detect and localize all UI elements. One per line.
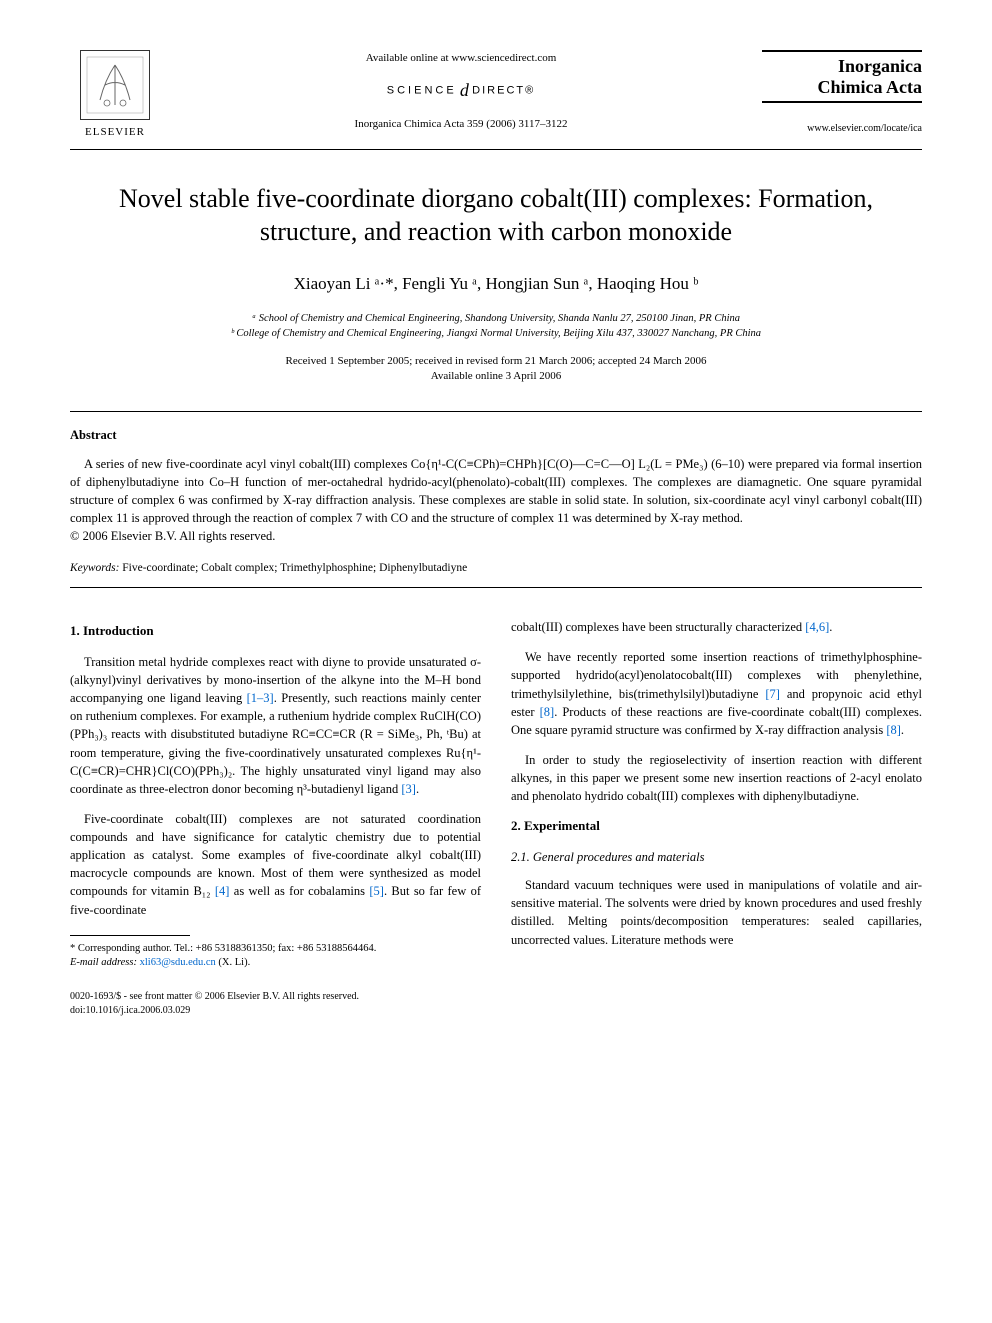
article-title: Novel stable five-coordinate diorgano co… xyxy=(70,182,922,250)
abstract-text: A series of new five-coordinate acyl vin… xyxy=(70,455,922,528)
intro-paragraph-1: Transition metal hydride complexes react… xyxy=(70,653,481,798)
received-date: Received 1 September 2005; received in r… xyxy=(70,354,922,369)
affiliation-b: ᵇ College of Chemistry and Chemical Engi… xyxy=(70,326,922,342)
center-header: Available online at www.sciencedirect.co… xyxy=(160,50,762,132)
journal-reference: Inorganica Chimica Acta 359 (2006) 3117–… xyxy=(180,116,742,133)
authors-list: Xiaoyan Li ᵃ·*, Fengli Yu ᵃ, Hongjian Su… xyxy=(70,271,922,297)
introduction-heading: 1. Introduction xyxy=(70,622,481,641)
keywords-label: Keywords: xyxy=(70,562,119,574)
email-address[interactable]: xli63@sdu.edu.cn xyxy=(140,957,216,968)
corresponding-author-footnote: * Corresponding author. Tel.: +86 531883… xyxy=(70,942,481,970)
left-column: 1. Introduction Transition metal hydride… xyxy=(70,618,481,1017)
footer-line1: 0020-1693/$ - see front matter © 2006 El… xyxy=(70,990,481,1004)
email-label: E-mail address: xyxy=(70,957,137,968)
at-symbol-icon: d xyxy=(460,80,469,100)
header-divider xyxy=(70,149,922,150)
body-columns: 1. Introduction Transition metal hydride… xyxy=(70,618,922,1017)
copyright-text: © 2006 Elsevier B.V. All rights reserved… xyxy=(70,527,922,546)
affiliation-a: ᵃ School of Chemistry and Chemical Engin… xyxy=(70,311,922,327)
article-dates: Received 1 September 2005; received in r… xyxy=(70,354,922,385)
experimental-paragraph-1: Standard vacuum techniques were used in … xyxy=(511,876,922,949)
science-label: SCIENCE xyxy=(387,84,457,96)
intro-paragraph-4: We have recently reported some insertion… xyxy=(511,648,922,739)
keywords-text: Five-coordinate; Cobalt complex; Trimeth… xyxy=(119,562,467,574)
abstract-top-divider xyxy=(70,411,922,412)
science-direct-logo: SCIENCE d DIRECT® xyxy=(180,77,742,104)
intro-paragraph-3: cobalt(III) complexes have been structur… xyxy=(511,618,922,636)
corresponding-text: * Corresponding author. Tel.: +86 531883… xyxy=(70,942,481,956)
elsevier-label: ELSEVIER xyxy=(85,124,145,141)
experimental-heading: 2. Experimental xyxy=(511,817,922,836)
experimental-subheading: 2.1. General procedures and materials xyxy=(511,848,922,866)
direct-label: DIRECT® xyxy=(472,84,535,96)
right-header: Inorganica Chimica Acta www.elsevier.com… xyxy=(762,50,922,136)
page-footer: 0020-1693/$ - see front matter © 2006 El… xyxy=(70,990,481,1017)
right-column: cobalt(III) complexes have been structur… xyxy=(511,618,922,1017)
journal-logo-line1: Inorganica xyxy=(762,56,922,77)
online-date: Available online 3 April 2006 xyxy=(70,369,922,384)
intro-paragraph-2: Five-coordinate cobalt(III) complexes ar… xyxy=(70,810,481,919)
footnote-divider xyxy=(70,935,190,936)
journal-url: www.elsevier.com/locate/ica xyxy=(762,121,922,136)
page-header: ELSEVIER Available online at www.science… xyxy=(70,50,922,141)
email-suffix: (X. Li). xyxy=(216,957,250,968)
abstract-bottom-divider xyxy=(70,587,922,588)
available-online-text: Available online at www.sciencedirect.co… xyxy=(180,50,742,67)
intro-paragraph-5: In order to study the regioselectivity o… xyxy=(511,751,922,805)
abstract-heading: Abstract xyxy=(70,426,922,445)
journal-logo-line2: Chimica Acta xyxy=(762,77,922,98)
keywords: Keywords: Five-coordinate; Cobalt comple… xyxy=(70,560,922,577)
affiliations: ᵃ School of Chemistry and Chemical Engin… xyxy=(70,311,922,343)
email-line: E-mail address: xli63@sdu.edu.cn (X. Li)… xyxy=(70,956,481,970)
elsevier-logo: ELSEVIER xyxy=(70,50,160,141)
footer-line2: doi:10.1016/j.ica.2006.03.029 xyxy=(70,1004,481,1018)
journal-logo: Inorganica Chimica Acta xyxy=(762,50,922,103)
elsevier-tree-icon xyxy=(80,50,150,120)
